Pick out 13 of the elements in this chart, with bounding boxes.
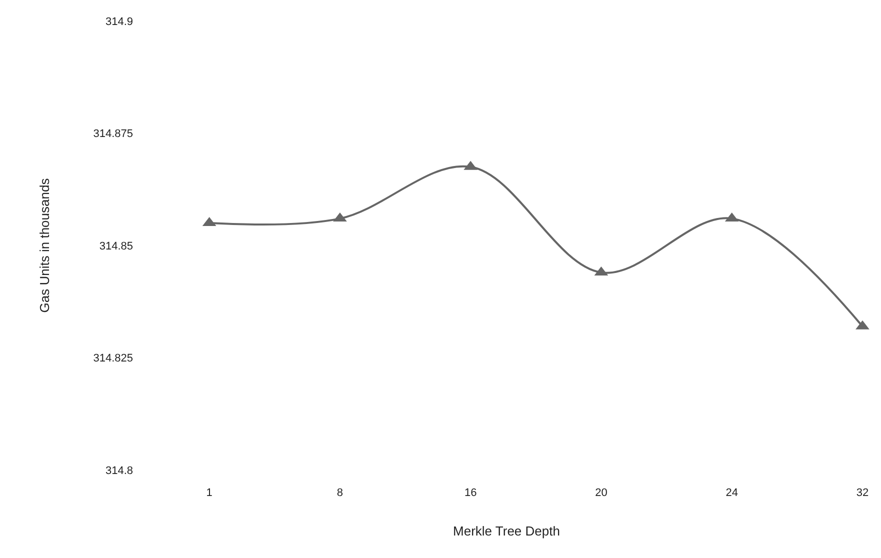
y-tick-label: 314.825 — [93, 352, 133, 365]
x-tick-label: 1 — [206, 487, 212, 499]
x-tick-label: 16 — [464, 487, 477, 499]
y-tick-label: 314.8 — [105, 464, 133, 477]
y-tick-label: 314.875 — [93, 128, 133, 140]
y-axis-title: Gas Units in thousands — [37, 178, 52, 313]
y-tick-label: 314.85 — [99, 240, 133, 252]
x-tick-label: 20 — [595, 487, 608, 499]
x-tick-label: 8 — [336, 487, 344, 499]
x-tick-label: 32 — [856, 487, 869, 499]
x-tick-label: 24 — [726, 487, 738, 499]
y-tick-label: 314.9 — [105, 16, 133, 28]
x-axis-title: Merkle Tree Depth — [453, 524, 560, 539]
